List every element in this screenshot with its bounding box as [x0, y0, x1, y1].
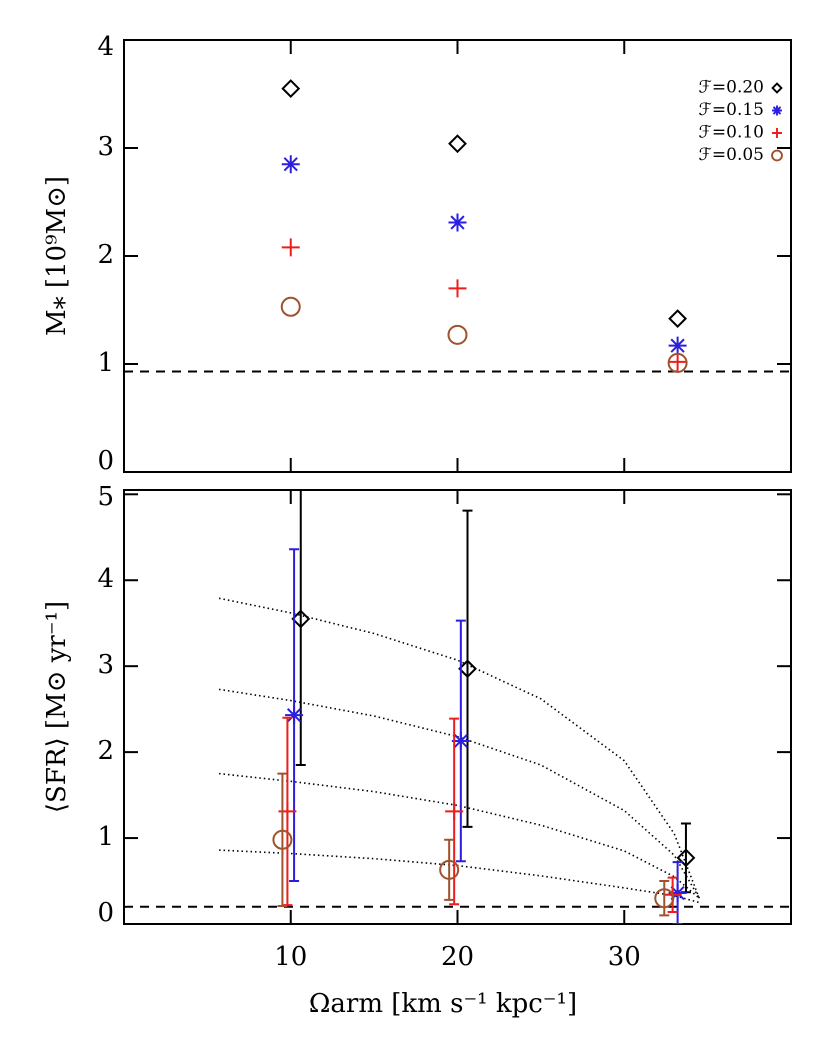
- legend-marker: [771, 82, 783, 94]
- y-tick-label: 2: [97, 736, 114, 766]
- marker-circle: [447, 324, 468, 345]
- legend-label: ℱ=0.05: [699, 145, 764, 165]
- marker-diamond: [281, 79, 301, 99]
- y-tick-label: 0: [97, 898, 114, 928]
- legend-symbol: [772, 128, 782, 138]
- x-tick-label: 20: [441, 942, 474, 972]
- marker-circle: [439, 859, 460, 880]
- legend-symbol: [771, 149, 783, 162]
- y-tick-label: 1: [97, 822, 114, 852]
- marker-asterisk: [668, 884, 687, 903]
- x-tick-label: 30: [608, 942, 641, 972]
- error-bar: [277, 772, 288, 907]
- marker-asterisk: [668, 336, 687, 355]
- y-axis-label: ⟨SFR⟩ [M⊙ yr⁻¹]: [42, 601, 72, 813]
- y-tick-label: 4: [97, 564, 114, 594]
- marker-plus: [445, 802, 464, 821]
- marker-diamond: [458, 659, 477, 679]
- y-tick-label: 3: [97, 650, 114, 680]
- model-curve: [218, 688, 700, 899]
- error-bar: [462, 509, 473, 828]
- x-axis-label: Ωarm [km s⁻¹ kpc⁻¹]: [309, 989, 577, 1019]
- legend-label: ℱ=0.20: [699, 78, 764, 98]
- legend-symbol: [771, 82, 783, 94]
- legend-marker: [771, 149, 783, 162]
- legend-marker: [772, 128, 782, 138]
- x-tick-label: 10: [274, 942, 307, 972]
- model-curve: [218, 597, 701, 899]
- error-bar: [659, 880, 670, 917]
- marker-plus: [281, 238, 300, 257]
- marker-circle: [280, 296, 301, 317]
- error-bar: [680, 822, 691, 894]
- plot-frame: [123, 39, 792, 473]
- marker-asterisk: [281, 155, 300, 174]
- plot-frame: [123, 489, 792, 925]
- y-tick-label: 1: [97, 348, 114, 378]
- y-tick-label: 2: [97, 240, 114, 270]
- plot-area: [124, 79, 791, 373]
- y-tick-label: 0: [97, 446, 114, 476]
- marker-diamond: [676, 848, 696, 868]
- marker-circle: [272, 829, 293, 850]
- legend-label: ℱ=0.10: [699, 123, 764, 143]
- y-tick-label: 3: [97, 132, 114, 162]
- marker-asterisk: [285, 706, 304, 725]
- marker-circle: [654, 888, 675, 909]
- y-tick-label: 5: [97, 482, 114, 512]
- legend-symbol: [772, 105, 782, 116]
- error-bar: [295, 490, 306, 767]
- plot-area: [124, 490, 791, 924]
- model-curve: [219, 849, 700, 904]
- error-bar: [444, 838, 455, 901]
- marker-diamond: [448, 134, 467, 154]
- marker-plus: [668, 352, 687, 371]
- y-axis-label: M⁎ [10⁹M⊙]: [42, 176, 72, 336]
- model-curve: [218, 772, 700, 899]
- marker-diamond: [668, 309, 688, 329]
- marker-plus: [448, 279, 467, 298]
- legend-label: ℱ=0.15: [699, 100, 764, 120]
- marker-asterisk: [451, 731, 470, 750]
- marker-asterisk: [448, 213, 467, 232]
- y-tick-label: 4: [97, 32, 114, 62]
- marker-diamond: [291, 609, 311, 629]
- marker-circle: [667, 352, 688, 373]
- legend-marker: [772, 105, 782, 116]
